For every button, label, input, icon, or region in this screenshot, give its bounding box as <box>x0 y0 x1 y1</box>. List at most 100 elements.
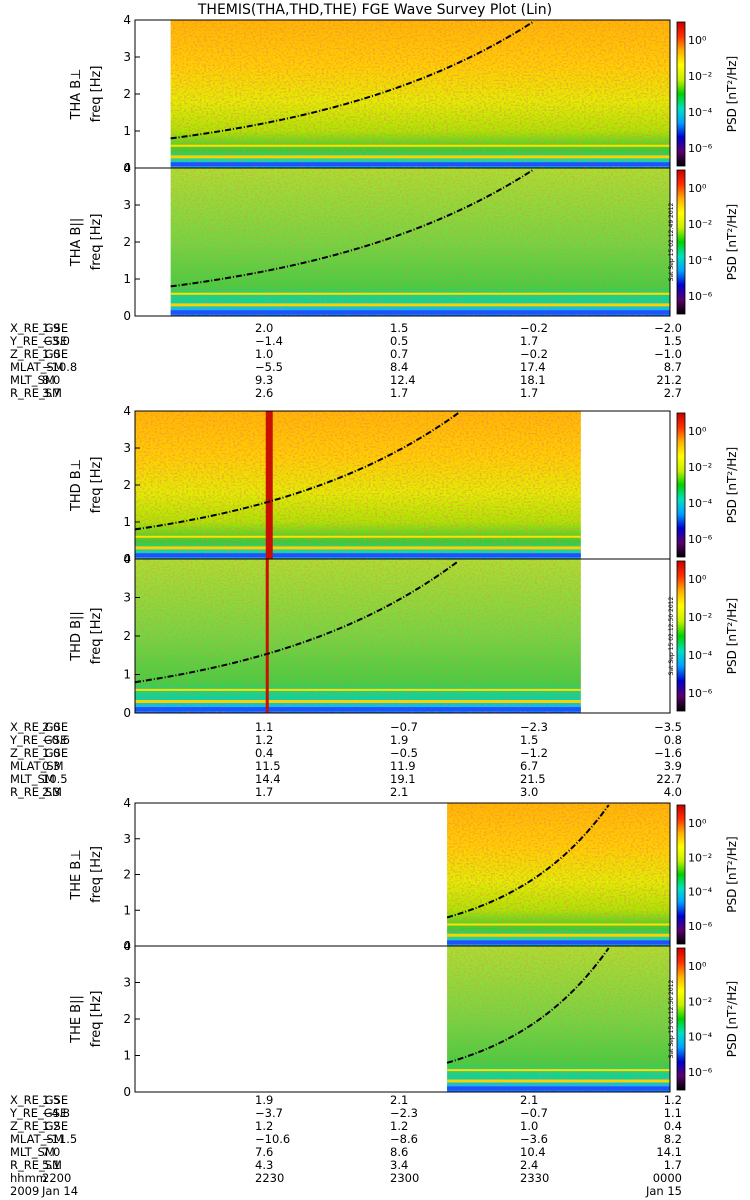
ephem-value: 2200 <box>42 1171 72 1185</box>
ephem-value: 0.7 <box>390 347 409 361</box>
ephem-value: 14.1 <box>656 1145 682 1159</box>
spectrogram-panel-1: 0 1 2 3 4 THA B⊥ freq [Hz] 10⁰ 10⁻² 10⁻⁴ 10⁻⁶ PSD [… <box>69 13 739 175</box>
panel-ylabel: THA B|| <box>69 218 84 267</box>
ytick-label: 1 <box>123 1049 131 1063</box>
ephem-value: 1.0 <box>42 347 61 361</box>
ephem-value: −0.7 <box>390 720 418 734</box>
ephem-value: 1.9 <box>42 321 61 335</box>
spectrogram-panel-3: 0 1 2 3 4 THD B⊥ freq [Hz] 10⁰ 10⁻² 10⁻⁴ 10⁻⁶ PSD [… <box>69 404 739 566</box>
ephem-value: 4.3 <box>255 1158 274 1172</box>
ephem-value: 3.4 <box>390 1158 409 1172</box>
spectrogram-texture <box>135 411 581 559</box>
colorbar-tick: 10⁰ <box>688 573 707 586</box>
ytick-label: 4 <box>123 13 131 27</box>
ephem-value: 0.4 <box>255 746 274 760</box>
ephem-label: MLAT_SM <box>10 360 64 374</box>
ephem-value: 1.0 <box>520 1119 539 1133</box>
ephem-value: 1.7 <box>663 1158 682 1172</box>
panel-yunit: freq [Hz] <box>89 66 104 123</box>
colorbar-tick: 10⁻⁴ <box>688 106 713 119</box>
ephem-value: −3.6 <box>520 1132 548 1146</box>
ephem-value: 11.9 <box>390 759 416 773</box>
ephem-value: −4.8 <box>42 1106 70 1120</box>
ephem-label: Z_RE_GSE <box>10 1119 69 1133</box>
ephem-value: −3.5 <box>654 720 682 734</box>
colorbar <box>676 169 686 315</box>
colorbar <box>676 947 686 1091</box>
colorbar-tick: 10⁻⁶ <box>688 687 713 700</box>
ephem-value: 1.1 <box>663 1106 682 1120</box>
gyro-curve <box>446 947 610 1064</box>
ephem-value: −10.6 <box>255 1132 291 1146</box>
colorbar-tick: 10⁻² <box>688 70 712 83</box>
ephem-value: 8.6 <box>390 1145 409 1159</box>
ephem-value: 2.4 <box>520 1158 539 1172</box>
ephem-value: −8.6 <box>390 1132 418 1146</box>
gyro-curve <box>134 412 459 531</box>
colorbar-tick: 10⁰ <box>688 960 707 973</box>
ytick-label: 0 <box>123 161 131 175</box>
ephem-value: 2.1 <box>390 1093 409 1107</box>
ytick-label: 1 <box>123 515 131 529</box>
ephem-value: 4.0 <box>663 785 682 799</box>
ephem-value: 0000 <box>652 1171 682 1185</box>
ytick-label: 2 <box>123 87 131 101</box>
ephem-value: 1.7 <box>390 386 409 400</box>
ephem-value: 1.2 <box>390 1119 409 1133</box>
ephem-label: R_RE_SM <box>10 785 62 799</box>
ytick-label: 4 <box>123 939 131 953</box>
spike-mark <box>265 559 269 713</box>
ephem-value: 3.9 <box>663 759 682 773</box>
ephem-value: 7.0 <box>42 1145 61 1159</box>
ephem-value: 9.3 <box>255 373 274 387</box>
ytick-label: 4 <box>123 796 131 810</box>
ephem-value: 10.5 <box>42 772 68 786</box>
spectrogram-texture <box>170 20 670 168</box>
colorbar-tick: 10⁻² <box>688 218 712 231</box>
ephem-value: 0.3 <box>42 759 61 773</box>
ephem-value: 2.0 <box>42 720 61 734</box>
ephem-label: X_RE_GSE <box>10 720 69 734</box>
colorbar-tick: 10⁻⁴ <box>688 886 713 899</box>
ephem-value: 2330 <box>520 1171 550 1185</box>
ephem-value: 1.7 <box>255 785 274 799</box>
ephem-label: 2009 <box>10 1184 40 1198</box>
ephem-value: 2.0 <box>255 321 274 335</box>
ephem-value: 6.7 <box>520 759 539 773</box>
ephem-value: 8.2 <box>663 1132 682 1146</box>
ephem-value: 11.5 <box>255 759 281 773</box>
panel-ylabel: THE B|| <box>69 995 84 1044</box>
ephem-label: Y_RE_GSE <box>10 733 68 747</box>
ephem-label: Z_RE_GSE <box>10 746 69 760</box>
ephem-value: −0.7 <box>520 1106 548 1120</box>
ephem-value: −1.4 <box>255 334 283 348</box>
ephem-value: 1.5 <box>520 733 539 747</box>
ephem-value: −0.2 <box>520 347 548 361</box>
panel-ylabel: THE B⊥ <box>69 849 84 900</box>
ephem-value: 2.1 <box>390 785 409 799</box>
colorbar-tick: 10⁰ <box>688 34 707 47</box>
ytick-label: 0 <box>123 309 131 323</box>
ytick-label: 3 <box>123 832 131 846</box>
plot-title: THEMIS(THA,THD,THE) FGE Wave Survey Plot… <box>197 2 553 18</box>
ytick-label: 4 <box>123 161 131 175</box>
ephem-value: 22.7 <box>656 772 682 786</box>
ephem-label: R_RE_SM <box>10 1158 62 1172</box>
ephem-value: −10.8 <box>42 360 78 374</box>
timestamp-stamp: Sat Sep 15 02:12:50 2012 <box>668 980 675 1059</box>
ephem-value: 10.4 <box>520 1145 546 1159</box>
ephem-value: 2.7 <box>663 386 682 400</box>
ephem-value: 17.4 <box>520 360 546 374</box>
colorbar-tick: 10⁻² <box>688 461 712 474</box>
ephem-value: 2230 <box>255 1171 285 1185</box>
colorbar-tick: 10⁻⁴ <box>688 1031 713 1044</box>
ephem-value: 2.1 <box>520 1093 539 1107</box>
colorbar-tick: 10⁻² <box>688 995 712 1008</box>
ephem-value: 1.5 <box>663 334 682 348</box>
ytick-label: 4 <box>123 404 131 418</box>
panel-yunit: freq [Hz] <box>89 846 104 903</box>
panel-ylabel: THA B⊥ <box>69 69 84 121</box>
ephem-value: −5.5 <box>255 360 283 374</box>
ytick-label: 2 <box>123 629 131 643</box>
